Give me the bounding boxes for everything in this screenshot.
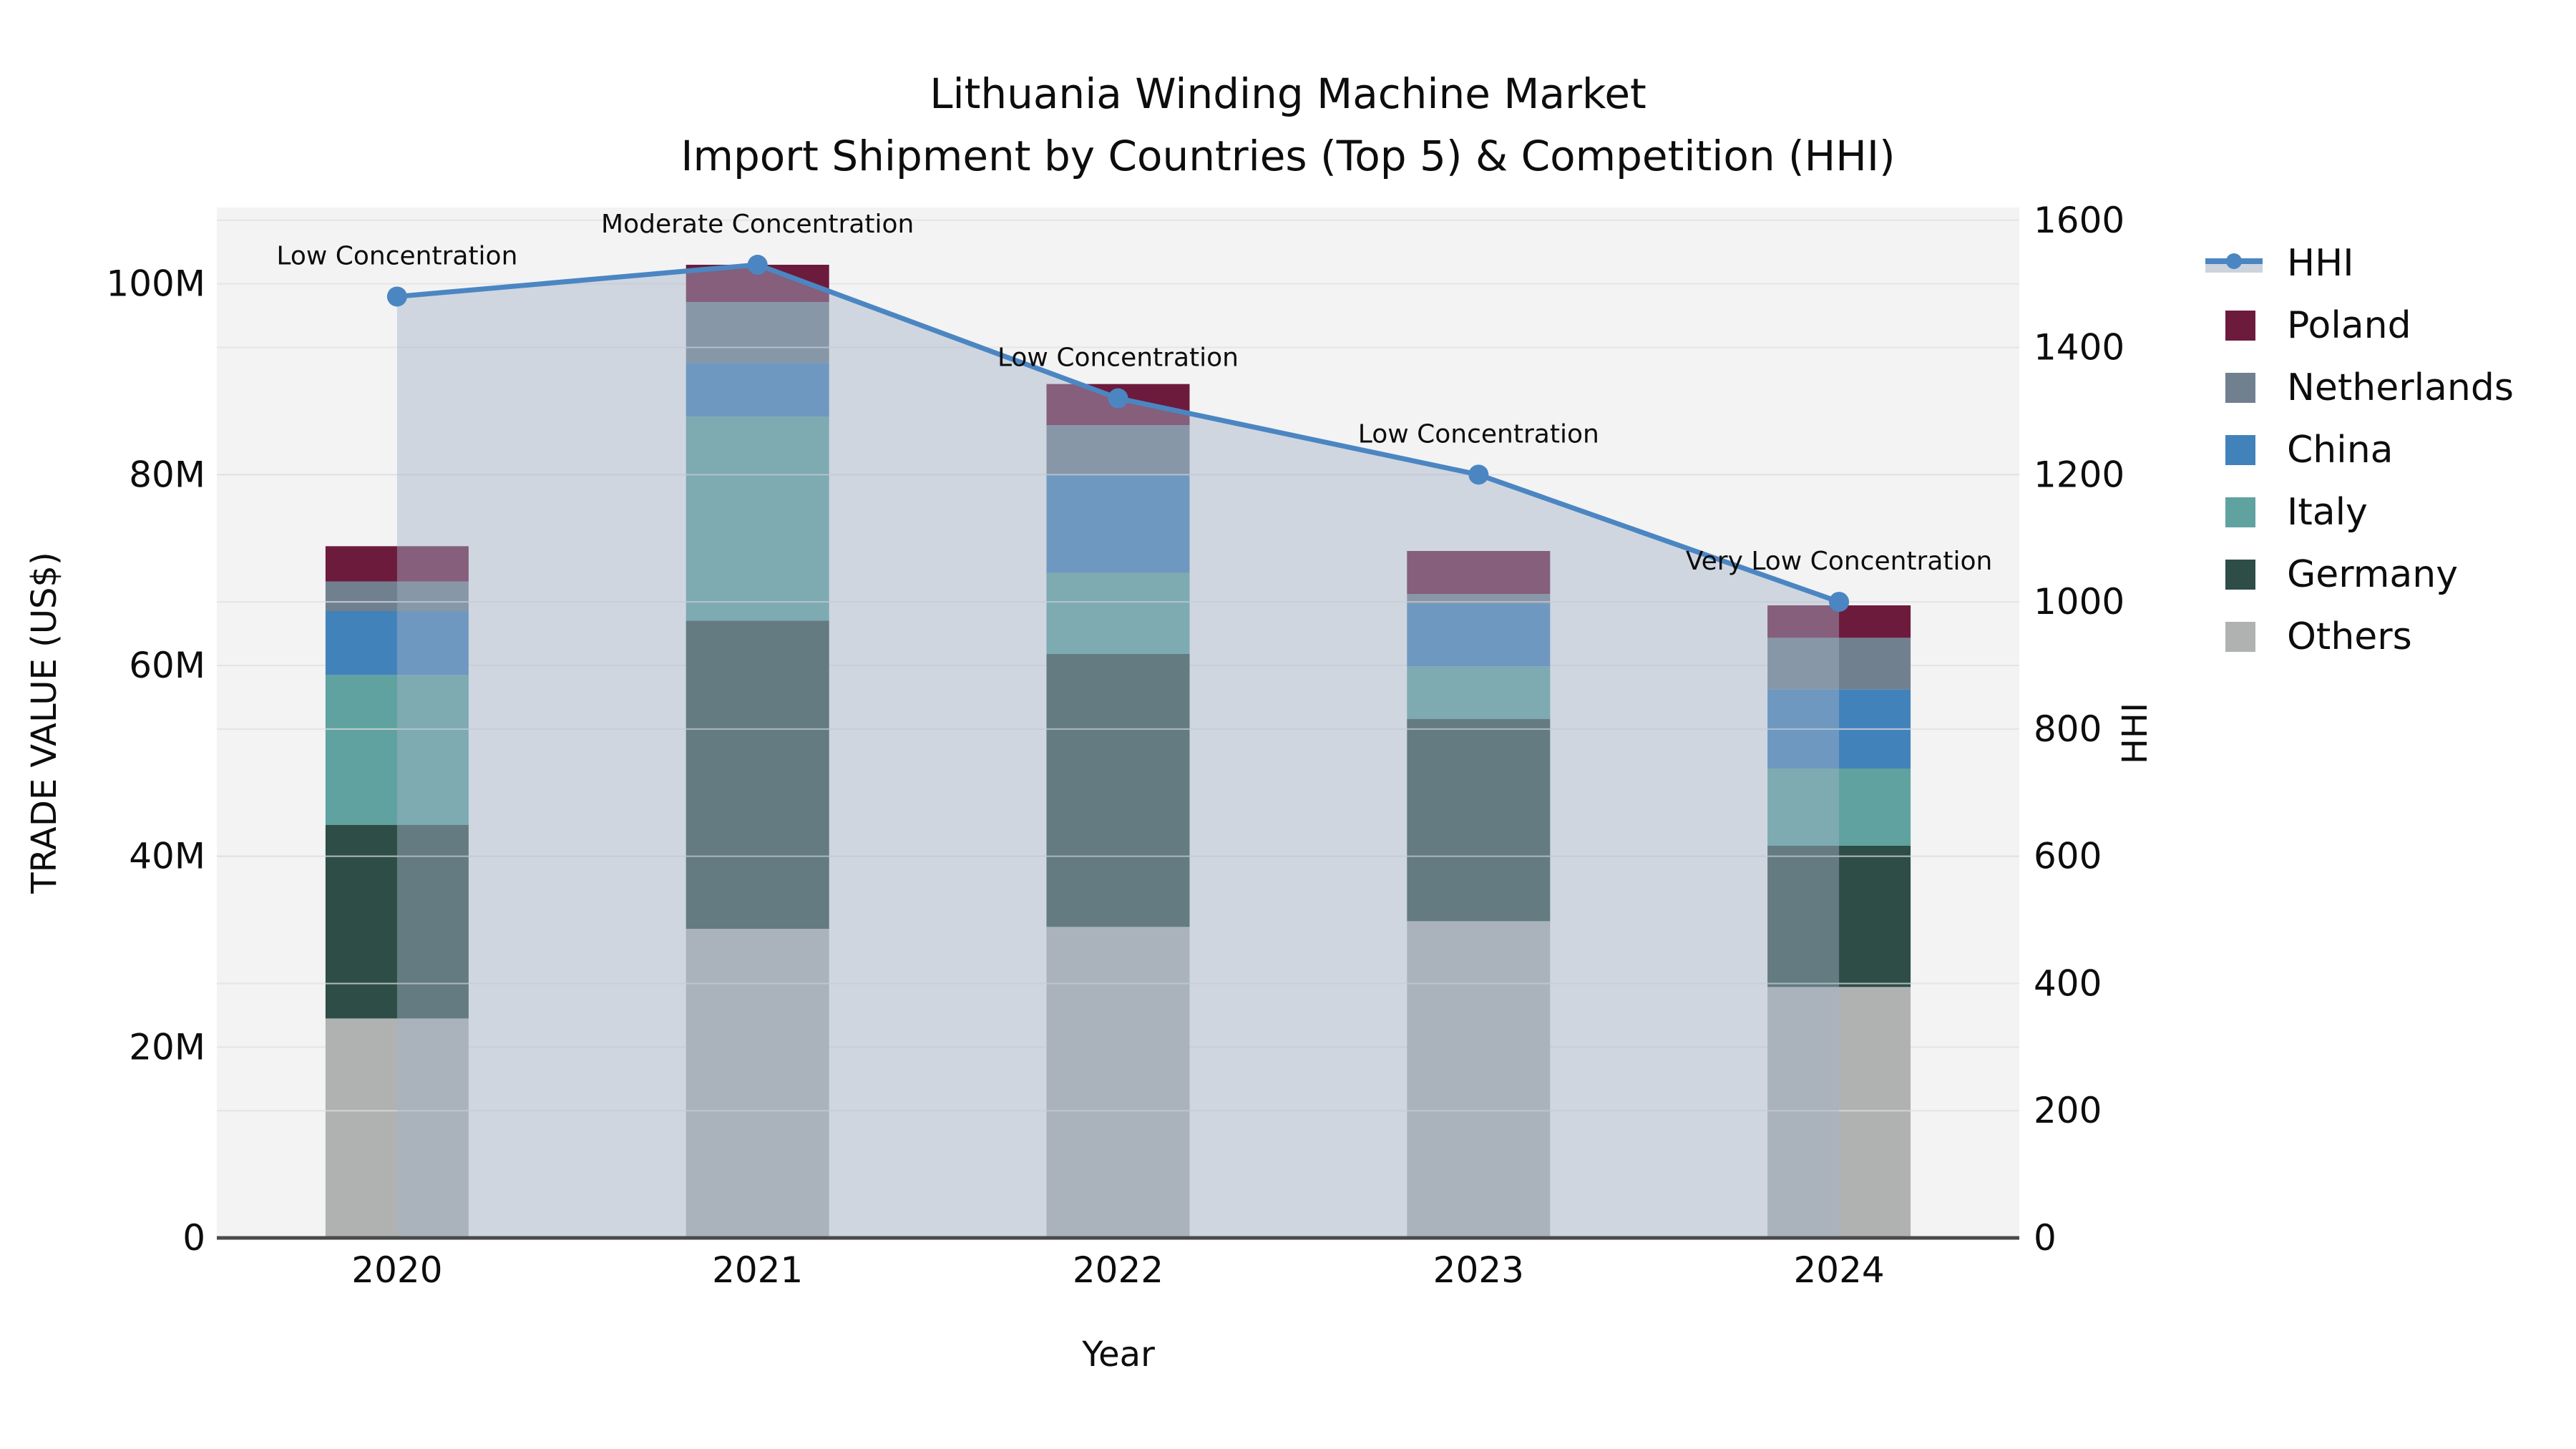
chart-title-line1: Lithuania Winding Machine Market: [930, 69, 1646, 118]
bar-segment-china-2022: [1046, 474, 1190, 573]
bar-segment-germany-2020: [325, 824, 469, 1019]
legend-label: Netherlands: [2287, 366, 2514, 409]
right-tick-label: 600: [2034, 836, 2102, 877]
right-tick-label: 800: [2034, 708, 2102, 750]
x-tick-label-2023: 2023: [1433, 1249, 1524, 1291]
hhi-marker-2020: [386, 286, 407, 307]
annotation-label-2022: Low Concentration: [997, 343, 1239, 373]
legend-item-germany: Germany: [2205, 553, 2514, 596]
legend-swatch-icon: [2205, 435, 2271, 465]
legend-label: Poland: [2287, 304, 2411, 347]
x-tick-label-2020: 2020: [351, 1249, 442, 1291]
annotation-label-2020: Low Concentration: [276, 241, 517, 270]
y-axis-title-right: HHI: [2115, 702, 2155, 765]
bar-segment-italy-2023: [1407, 666, 1551, 719]
legend-swatch-icon: [2205, 311, 2271, 341]
bar-segment-germany-2022: [1046, 654, 1190, 927]
legend-label: China: [2287, 429, 2394, 472]
legend-label: Others: [2287, 615, 2412, 658]
bar-segment-italy-2020: [325, 675, 469, 825]
bar-segment-others-2022: [1046, 927, 1190, 1238]
right-tick-label: 400: [2034, 962, 2102, 1004]
legend: HHI Poland Netherlands China Italy Germany Oth…: [2205, 242, 2514, 684]
bar-segment-china-2023: [1407, 603, 1551, 667]
hhi-marker-2022: [1108, 388, 1128, 409]
legend-swatch-icon: [2205, 560, 2271, 590]
bar-segment-italy-2021: [686, 416, 829, 621]
x-tick-label-2021: 2021: [712, 1249, 803, 1291]
annotation-label-2023: Low Concentration: [1358, 419, 1599, 449]
legend-item-china: China: [2205, 429, 2514, 472]
bar-segment-china-2021: [686, 363, 829, 416]
legend-swatch-icon: [2205, 373, 2271, 403]
legend-label: Germany: [2287, 553, 2459, 596]
bar-segment-others-2024: [1767, 987, 1911, 1238]
left-tick-label: 80M: [129, 454, 205, 495]
bar-segment-germany-2021: [686, 620, 829, 929]
right-tick-label: 1200: [2034, 454, 2124, 495]
annotation-label-2024: Very Low Concentration: [1686, 547, 1993, 576]
x-axis-title: Year: [1082, 1335, 1155, 1375]
y-axis-title-left: TRADE VALUE (US$): [24, 552, 64, 894]
bar-segment-netherlands-2022: [1046, 425, 1190, 475]
legend-label: HHI: [2287, 242, 2354, 285]
bar-segment-netherlands-2021: [686, 302, 829, 364]
left-tick-label: 0: [182, 1217, 205, 1259]
right-tick-label: 0: [2034, 1217, 2057, 1259]
right-tick-label: 1000: [2034, 581, 2124, 623]
left-tick-label: 60M: [129, 645, 205, 686]
bar-segment-italy-2024: [1767, 769, 1911, 846]
chart-title-line2: Import Shipment by Countries (Top 5) & C…: [680, 132, 1896, 180]
left-tick-label: 40M: [129, 836, 205, 877]
legend-label: Italy: [2287, 491, 2368, 534]
hhi-area-fill: [396, 265, 1840, 1238]
bar-segment-poland-2023: [1407, 551, 1551, 594]
hhi-line-legend-icon: [2205, 253, 2271, 274]
right-tick-label: 1400: [2034, 327, 2124, 369]
hhi-marker-2023: [1468, 464, 1489, 485]
bar-segment-poland-2020: [325, 546, 469, 582]
legend-swatch-icon: [2205, 497, 2271, 527]
x-tick-label-2022: 2022: [1073, 1249, 1163, 1291]
legend-item-hhi: HHI: [2205, 242, 2514, 285]
bar-segment-netherlands-2023: [1407, 594, 1551, 604]
right-tick-label: 1600: [2034, 200, 2124, 241]
chart-title: Lithuania Winding Machine Market Import …: [0, 63, 2576, 187]
bar-segment-netherlands-2020: [325, 581, 469, 611]
x-tick-label-2024: 2024: [1793, 1249, 1884, 1291]
bar-segment-others-2021: [686, 929, 829, 1238]
bar-segment-italy-2022: [1046, 572, 1190, 654]
legend-item-italy: Italy: [2205, 491, 2514, 534]
bar-segment-germany-2024: [1767, 846, 1911, 987]
left-tick-label: 20M: [129, 1026, 205, 1068]
bar-segment-netherlands-2024: [1767, 638, 1911, 690]
hhi-marker-2021: [747, 255, 768, 275]
legend-item-poland: Poland: [2205, 304, 2514, 347]
left-tick-label: 100M: [106, 263, 205, 305]
legend-item-netherlands: Netherlands: [2205, 366, 2514, 409]
bar-segment-germany-2023: [1407, 718, 1551, 922]
legend-swatch-icon: [2205, 622, 2271, 652]
bar-segment-china-2020: [325, 611, 469, 675]
hhi-marker-2024: [1829, 592, 1850, 613]
right-tick-label: 200: [2034, 1090, 2102, 1131]
bar-segment-others-2023: [1407, 921, 1551, 1238]
bar-segment-others-2020: [325, 1018, 469, 1238]
legend-item-others: Others: [2205, 615, 2514, 658]
annotation-label-2021: Moderate Concentration: [601, 210, 914, 239]
